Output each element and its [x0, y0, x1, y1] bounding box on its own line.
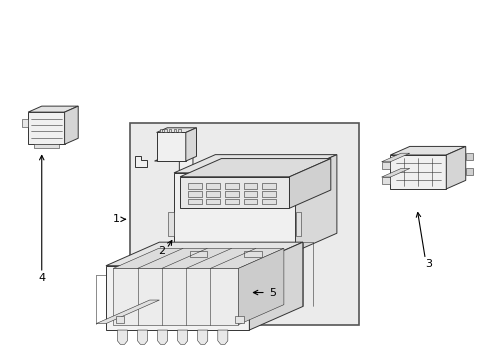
Text: 5: 5 [268, 288, 275, 297]
Polygon shape [180, 158, 330, 177]
Text: 1: 1 [113, 214, 120, 224]
Bar [113, 269, 238, 325]
Polygon shape [64, 106, 78, 144]
Polygon shape [177, 330, 187, 344]
Bar [243, 191, 257, 197]
Bar [189, 251, 206, 257]
Bar [173, 129, 176, 132]
Bar [34, 144, 59, 148]
Bar [224, 199, 239, 204]
Polygon shape [137, 330, 147, 344]
Polygon shape [174, 155, 336, 173]
Bar [159, 129, 162, 132]
Polygon shape [28, 106, 78, 112]
Polygon shape [157, 330, 167, 344]
Bar [381, 162, 389, 168]
Text: 3: 3 [424, 259, 431, 269]
Bar [187, 199, 201, 204]
Text: 4: 4 [38, 273, 45, 283]
Bar [168, 129, 171, 132]
Polygon shape [106, 242, 302, 266]
Polygon shape [197, 330, 207, 344]
Bar [174, 173, 295, 251]
Bar [206, 183, 220, 189]
Bar [234, 316, 243, 323]
Bar [224, 191, 239, 197]
Polygon shape [185, 128, 196, 161]
Text: 2: 2 [158, 247, 165, 256]
Bar [187, 191, 201, 197]
Bar [187, 183, 201, 189]
Bar [224, 183, 239, 189]
Polygon shape [295, 155, 336, 251]
Bar [206, 191, 220, 197]
Polygon shape [389, 147, 465, 155]
Bar [244, 251, 261, 257]
Polygon shape [96, 300, 159, 324]
Polygon shape [381, 153, 409, 162]
Polygon shape [238, 248, 284, 325]
Bar [243, 183, 257, 189]
Bar [465, 153, 472, 160]
Bar [243, 199, 257, 204]
Polygon shape [113, 248, 284, 269]
Bar [381, 177, 389, 184]
Bar [262, 199, 276, 204]
Polygon shape [289, 158, 330, 208]
Polygon shape [168, 212, 174, 236]
Bar [180, 177, 289, 208]
Polygon shape [154, 155, 197, 173]
Bar [178, 129, 180, 132]
Polygon shape [117, 330, 127, 344]
Bar [130, 123, 358, 325]
Polygon shape [249, 242, 302, 330]
Bar [465, 168, 472, 175]
Bar [106, 266, 249, 330]
Bar [389, 155, 446, 189]
Bar [28, 112, 64, 144]
Polygon shape [156, 128, 196, 132]
Bar [164, 129, 166, 132]
Polygon shape [22, 118, 28, 127]
Bar [262, 191, 276, 197]
Polygon shape [381, 168, 409, 177]
Polygon shape [135, 156, 147, 167]
Polygon shape [217, 330, 227, 344]
Bar [116, 316, 124, 323]
Bar [156, 132, 185, 161]
Polygon shape [446, 147, 465, 189]
Bar [206, 199, 220, 204]
Bar [262, 183, 276, 189]
Polygon shape [295, 212, 301, 236]
